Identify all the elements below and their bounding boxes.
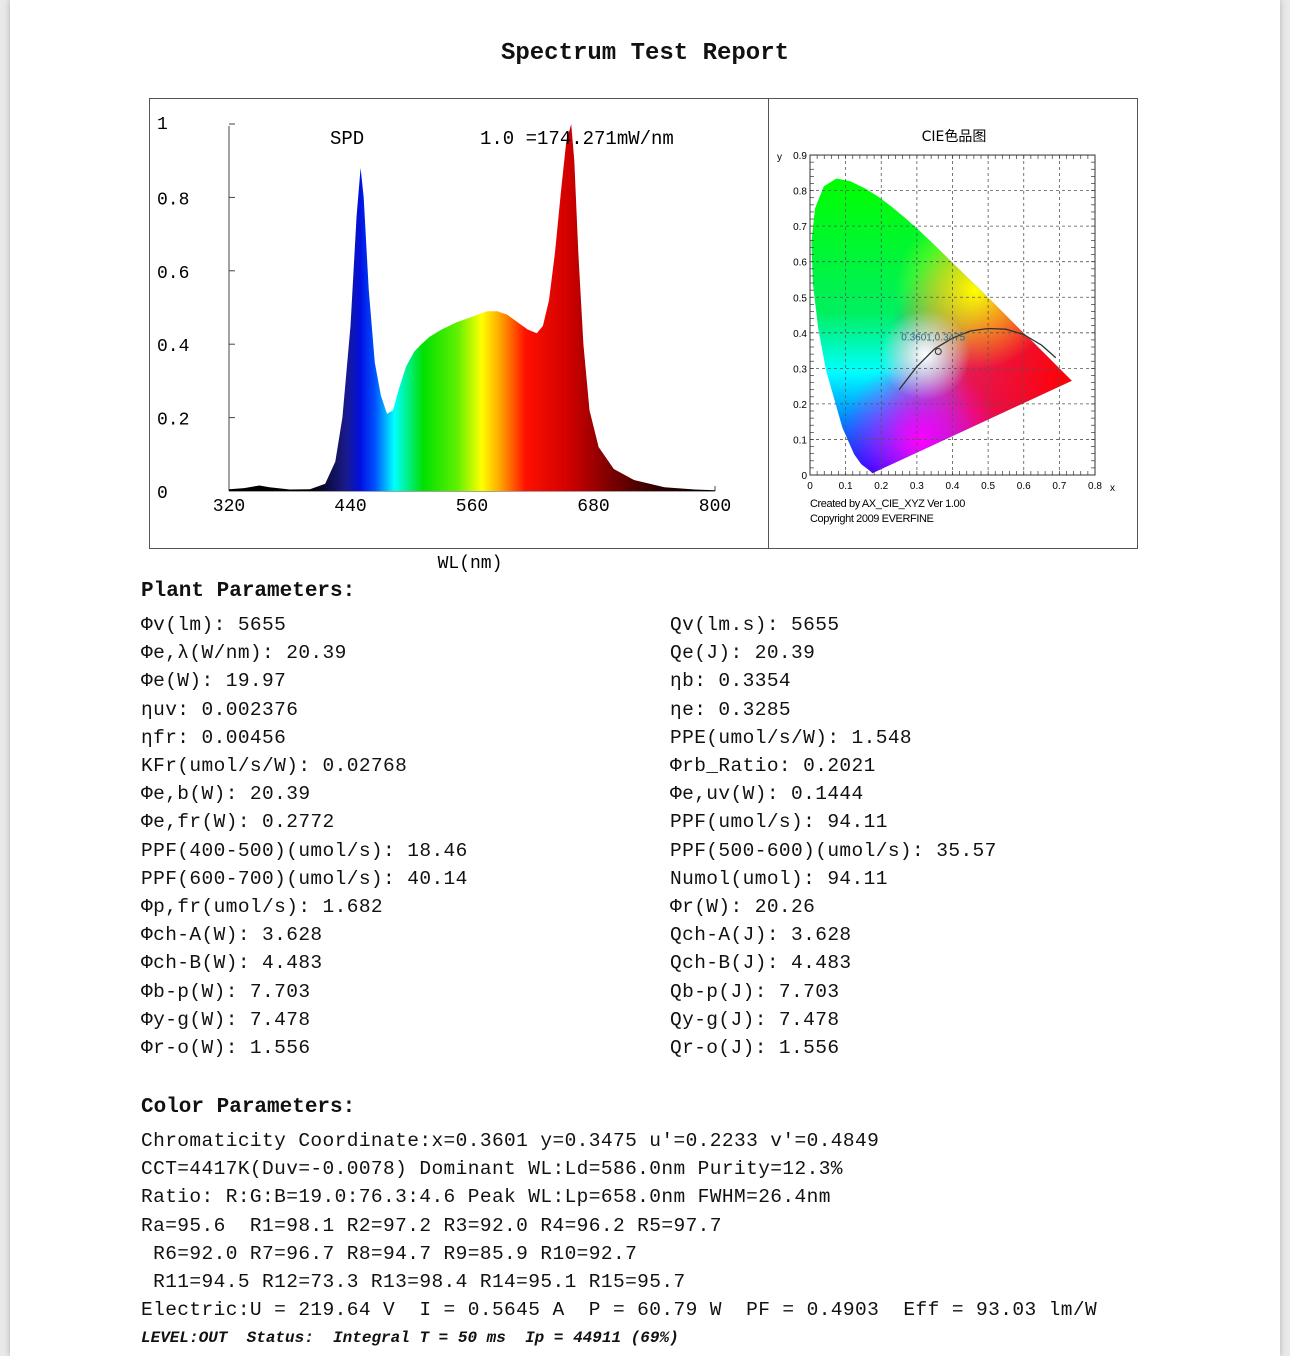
cie-y-tick-label: 0.9 <box>793 151 807 162</box>
cie-y-tick-label: 0.5 <box>793 293 807 304</box>
cie-x-tick-label: 0 <box>807 481 813 492</box>
spd-x-tick-label: 320 <box>213 497 245 517</box>
cie-chart: CIE色品图 0 0.1 0.2 0.3 0.4 0.5 0.6 0.7 0.8 0 0.1 0.2 0… <box>777 128 1115 525</box>
parameter-row: Φe,λ(W/nm): 20.39 <box>141 642 347 665</box>
cie-y-tick-label: 0.7 <box>793 222 807 233</box>
parameter-row: CCT=4417K(Duv=-0.0078) Dominant WL:Ld=58… <box>141 1158 843 1181</box>
spd-x-axis-label: WL(nm) <box>438 554 503 574</box>
parameter-row: Φe,uv(W): 0.1444 <box>670 783 864 806</box>
parameter-row: Qy-g(J): 7.478 <box>670 1008 840 1031</box>
spd-x-tick-label: 440 <box>334 497 366 517</box>
parameter-row: Numol(umol): 94.11 <box>670 867 888 890</box>
cie-y-tick-label: 0.2 <box>793 400 807 411</box>
spd-y-tick-label: 0.6 <box>157 264 189 284</box>
chromaticity-point-label: 0.3601,0.3475 <box>901 332 965 343</box>
parameter-row: Ra=95.6 R1=98.1 R2=97.2 R3=92.0 R4=96.2 … <box>141 1214 722 1237</box>
cie-y-tick-label: 0.1 <box>793 435 807 446</box>
spd-y-tick-label: 1 <box>157 115 168 135</box>
spd-chart: 320 440 560 680 800 0 0.2 0.4 0.6 0.8 1 SPD 1.0 =1… <box>157 115 731 574</box>
parameter-row: Φp,fr(umol/s): 1.682 <box>141 896 384 918</box>
cie-x-tick-label: 0.5 <box>981 481 995 492</box>
cie-y-tick-label: 0.6 <box>793 258 807 269</box>
spd-scale-annotation: 1.0 =174.271mW/nm <box>480 128 674 150</box>
cie-x-tick-label: 0.8 <box>1088 481 1102 492</box>
chromaticity-point <box>934 347 942 355</box>
cie-title: CIE色品图 <box>922 128 987 145</box>
spd-area <box>229 124 715 491</box>
parameter-row: Φe,fr(W): 0.2772 <box>141 811 335 834</box>
parameter-row: PPF(500-600)(umol/s): 35.57 <box>670 839 997 862</box>
parameter-row: Φch-B(W): 4.483 <box>141 952 323 975</box>
parameter-row: Ratio: R:G:B=19.0:76.3:4.6 Peak WL:Lp=65… <box>141 1186 831 1209</box>
parameter-row: Qb-p(J): 7.703 <box>670 980 840 1003</box>
parameter-row: ηe: 0.3285 <box>670 698 792 721</box>
parameter-row: Φr-o(W): 1.556 <box>141 1037 311 1059</box>
parameter-row: ηuv: 0.002376 <box>141 698 299 721</box>
parameter-row: PPF(600-700)(umol/s): 40.14 <box>141 867 468 890</box>
parameter-row: Qv(lm.s): 5655 <box>670 614 840 636</box>
parameter-row: Φy-g(W): 7.478 <box>141 1008 311 1031</box>
cie-x-tick-label: 0.1 <box>839 481 853 492</box>
parameter-row: Qe(J): 20.39 <box>670 642 816 665</box>
cie-y-tick-label: 0.4 <box>793 329 807 340</box>
cie-x-tick-label: 0.3 <box>910 481 924 492</box>
parameter-row: Φe(W): 19.97 <box>141 670 287 693</box>
parameter-row: Chromaticity Coordinate:x=0.3601 y=0.347… <box>141 1130 880 1152</box>
parameter-row: Φrb_Ratio: 0.2021 <box>670 755 876 777</box>
spd-x-tick-label: 560 <box>456 497 488 517</box>
spd-x-tick-label: 800 <box>699 497 731 517</box>
parameter-row: Qch-A(J): 3.628 <box>670 924 852 947</box>
spd-y-tick-label: 0.8 <box>157 190 189 210</box>
parameter-row: Φe,b(W): 20.39 <box>141 783 311 806</box>
parameter-row: Φv(lm): 5655 <box>141 614 287 636</box>
parameter-row: Φb-p(W): 7.703 <box>141 980 311 1003</box>
cie-credit-created: Created by AX_CIE_XYZ Ver 1.00 <box>810 498 965 510</box>
cie-x-tick-label: 0.4 <box>946 481 960 492</box>
report-title: Spectrum Test Report <box>500 40 790 67</box>
cie-x-tick-label: 0.2 <box>874 481 888 492</box>
cie-gamut <box>811 178 1072 474</box>
color-parameters-heading: Color Parameters: <box>141 1096 356 1119</box>
cie-y-tick-label: 0.3 <box>793 364 807 375</box>
parameter-row: PPF(400-500)(umol/s): 18.46 <box>141 839 468 862</box>
parameter-row: ηfr: 0.00456 <box>141 726 287 749</box>
charts-divider <box>768 98 769 549</box>
cie-y-axis-label: y <box>777 152 782 163</box>
parameter-row: R6=92.0 R7=96.7 R8=94.7 R9=85.9 R10=92.7 <box>141 1242 638 1265</box>
plant-parameters-heading: Plant Parameters: <box>141 580 356 603</box>
parameter-row: Qr-o(J): 1.556 <box>670 1037 840 1059</box>
cie-x-axis-label: x <box>1110 483 1115 494</box>
cie-x-tick-label: 0.7 <box>1052 481 1066 492</box>
status-line: LEVEL:OUT Status: Integral T = 50 ms Ip … <box>141 1329 679 1347</box>
cie-x-tick-label: 0.6 <box>1017 481 1031 492</box>
parameter-row: KFr(umol/s/W): 0.02768 <box>141 755 408 777</box>
parameter-row: PPE(umol/s/W): 1.548 <box>670 726 913 749</box>
planckian-locus <box>898 327 1057 391</box>
parameter-row: Electric:U = 219.64 V I = 0.5645 A P = 6… <box>141 1299 1098 1322</box>
spd-x-tick-label: 680 <box>577 497 609 517</box>
parameter-row: PPF(umol/s): 94.11 <box>670 811 888 834</box>
parameter-row: R11=94.5 R12=73.3 R13=98.4 R14=95.1 R15=… <box>141 1271 686 1293</box>
cie-y-tick-label: 0 <box>801 471 807 482</box>
spd-y-tick-label: 0 <box>157 484 168 504</box>
cie-credit-copyright: Copyright 2009 EVERFINE <box>810 513 934 525</box>
spd-y-tick-label: 0.4 <box>157 337 189 357</box>
charts-frame <box>149 98 1138 549</box>
parameter-row: ηb: 0.3354 <box>670 670 792 693</box>
parameter-row: Φch-A(W): 3.628 <box>141 924 323 947</box>
spd-title: SPD <box>330 128 364 150</box>
spd-y-tick-label: 0.2 <box>157 411 189 431</box>
parameter-row: Qch-B(J): 4.483 <box>670 952 852 975</box>
parameter-row: Φr(W): 20.26 <box>670 896 816 918</box>
cie-y-tick-label: 0.8 <box>793 187 807 198</box>
